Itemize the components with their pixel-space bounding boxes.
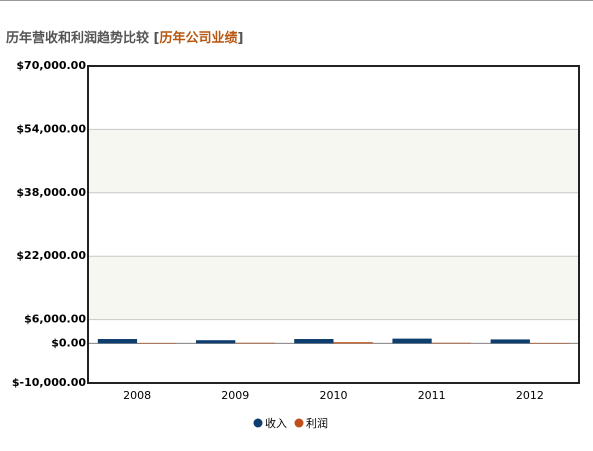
y-tick-label: $22,000.00 <box>16 249 86 262</box>
subtitle-link[interactable]: 历年公司业绩 <box>159 31 238 46</box>
bar <box>137 342 177 344</box>
y-tick-label: $-10,000.00 <box>12 376 86 389</box>
grid-band <box>88 256 579 320</box>
bar <box>196 340 236 344</box>
bar <box>294 339 334 344</box>
y-tick-label: $70,000.00 <box>16 59 86 72</box>
bar <box>97 339 138 344</box>
x-tick-label: 2009 <box>221 389 249 402</box>
y-tick-label: $38,000.00 <box>16 186 86 199</box>
x-tick-label: 2010 <box>320 389 348 402</box>
bracket: [ <box>153 31 160 46</box>
y-tick-label: $54,000.00 <box>16 122 86 135</box>
bracket: ] <box>237 31 244 46</box>
legend-label: 收入 <box>265 416 287 430</box>
bar <box>490 339 530 344</box>
y-tick-label: $0.00 <box>51 336 86 349</box>
header: 历年营收和利润趋势比较 [历年公司业绩] <box>6 27 243 46</box>
x-tick-label: 2008 <box>123 389 151 402</box>
legend-marker <box>294 418 304 428</box>
y-tick-label: $6,000.00 <box>24 313 86 326</box>
legend-marker <box>253 418 263 428</box>
bar <box>235 342 275 344</box>
legend-label: 利润 <box>306 416 328 430</box>
chart-title: 历年营收和利润趋势比较 <box>6 31 150 46</box>
plot-border <box>87 65 580 384</box>
x-tick-label: 2012 <box>516 389 544 402</box>
x-tick-label: 2011 <box>418 389 446 402</box>
bar <box>431 342 471 344</box>
bar <box>529 342 570 344</box>
bar <box>392 338 432 344</box>
bar <box>333 342 373 344</box>
grid-band <box>88 129 579 193</box>
top-rule <box>0 0 593 1</box>
